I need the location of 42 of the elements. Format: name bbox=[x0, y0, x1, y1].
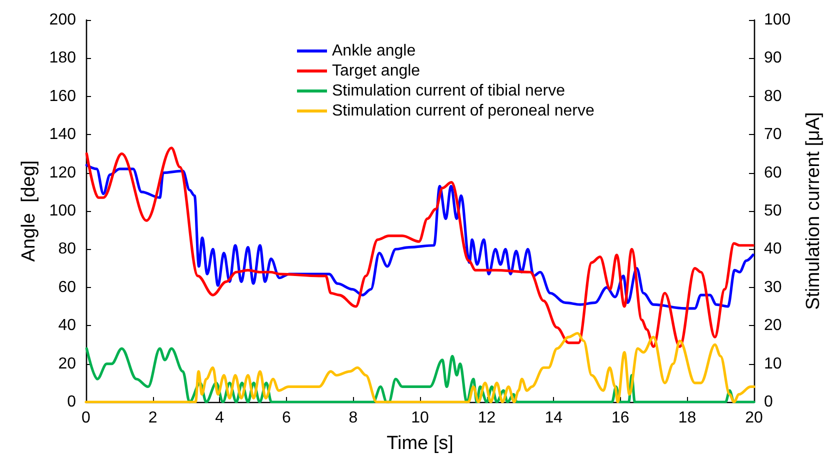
y2-axis-title: Stimulation current [μA] bbox=[803, 112, 824, 310]
y2-tick-label: 20 bbox=[764, 317, 782, 334]
x-tick-label: 8 bbox=[348, 410, 358, 426]
x-tick-label: 10 bbox=[411, 410, 429, 426]
x-tick-label: 6 bbox=[282, 410, 291, 426]
x-tick-label: 4 bbox=[215, 410, 224, 426]
y-tick-label: 60 bbox=[58, 278, 76, 296]
y-tick-label: 80 bbox=[58, 240, 76, 258]
y-axis-title: Angle [deg] bbox=[18, 160, 40, 262]
y-tick-label: 180 bbox=[49, 50, 76, 67]
y2-tick-label: 40 bbox=[764, 240, 782, 258]
x-tick-label: 2 bbox=[148, 410, 158, 426]
y2-tick-label: 50 bbox=[764, 202, 782, 220]
y2-tick-label: 30 bbox=[764, 278, 782, 296]
y2-tick-label: 60 bbox=[764, 164, 782, 182]
x-tick-label: 0 bbox=[82, 410, 91, 426]
y2-tick-label: 100 bbox=[764, 12, 791, 28]
y2-tick-label: 90 bbox=[764, 50, 782, 67]
y-tick-label: 140 bbox=[49, 126, 76, 144]
y-tick-label: 40 bbox=[58, 317, 76, 334]
y2-tick-label: 70 bbox=[764, 126, 782, 144]
y-tick-label: 160 bbox=[49, 88, 76, 105]
legend-label: Stimulation current of peroneal nerve bbox=[332, 102, 594, 120]
y2-tick-label: 10 bbox=[764, 355, 782, 372]
y2-tick-label: 0 bbox=[764, 394, 773, 410]
x-tick-label: 18 bbox=[678, 410, 696, 426]
x-tick-label: 16 bbox=[612, 410, 630, 426]
y2-tick-label: 80 bbox=[764, 88, 782, 105]
legend-label: Target angle bbox=[332, 62, 420, 80]
x-axis-title: Time [s] bbox=[386, 433, 454, 454]
x-tick-label: 14 bbox=[544, 410, 563, 426]
line-series bbox=[85, 146, 754, 348]
y-tick-label: 100 bbox=[49, 202, 76, 220]
x-tick-label: 12 bbox=[478, 410, 496, 426]
y-tick-label: 0 bbox=[67, 394, 76, 410]
y-tick-label: 20 bbox=[58, 355, 76, 372]
legend-label: Stimulation current of tibial nerve bbox=[332, 82, 566, 100]
x-tick-label: 20 bbox=[745, 410, 763, 426]
y-tick-label: 120 bbox=[49, 164, 76, 182]
legend-label: Ankle angle bbox=[332, 42, 416, 60]
line-series bbox=[85, 164, 754, 310]
y-tick-label: 200 bbox=[49, 12, 76, 28]
